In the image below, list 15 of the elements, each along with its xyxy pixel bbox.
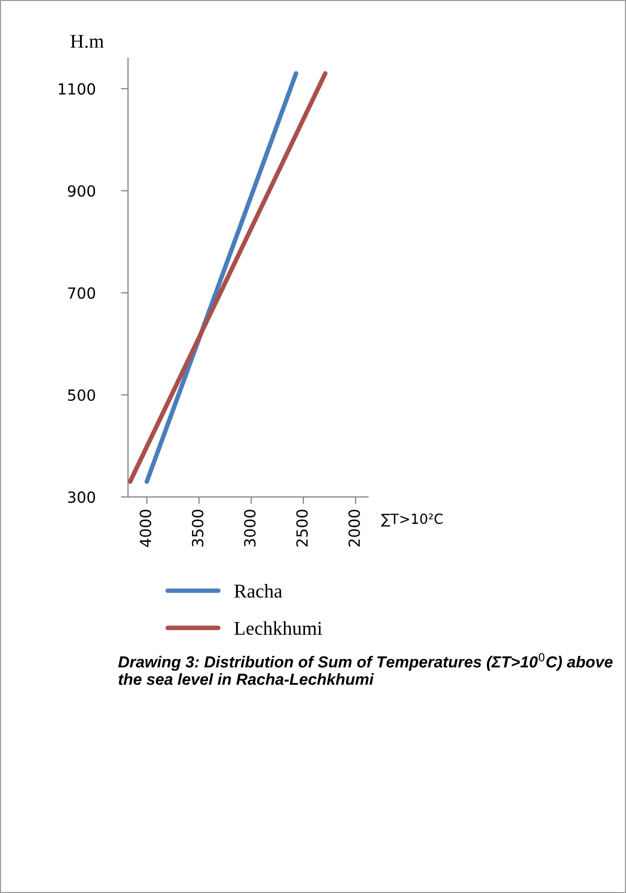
x-tick-label: 2500 [296, 510, 308, 547]
legend-label: Racha [234, 584, 282, 598]
y-tick-label: 1100 [58, 83, 96, 95]
y-axis-title: H.m [70, 34, 104, 48]
text: Drawing 3: Distribution of Sum of Temperatures (ΣT>10$^{0}$C) above the sea level in Racha-Lechkhumi [118, 653, 613, 685]
y-tick-label: 300 [68, 491, 96, 503]
y-tick-label: 700 [68, 287, 96, 299]
x-tick-label: 4000 [140, 510, 152, 547]
y-tick-label: 500 [68, 389, 96, 401]
legend-label: Lechkhumi [234, 621, 322, 635]
x-tick-label: 3000 [244, 510, 256, 546]
y-tick-label: 900 [68, 185, 96, 197]
x-axis-title: ∑T>10²C [381, 514, 443, 526]
x-tick-label: 3500 [192, 510, 204, 546]
x-tick-label: 2000 [348, 510, 360, 547]
